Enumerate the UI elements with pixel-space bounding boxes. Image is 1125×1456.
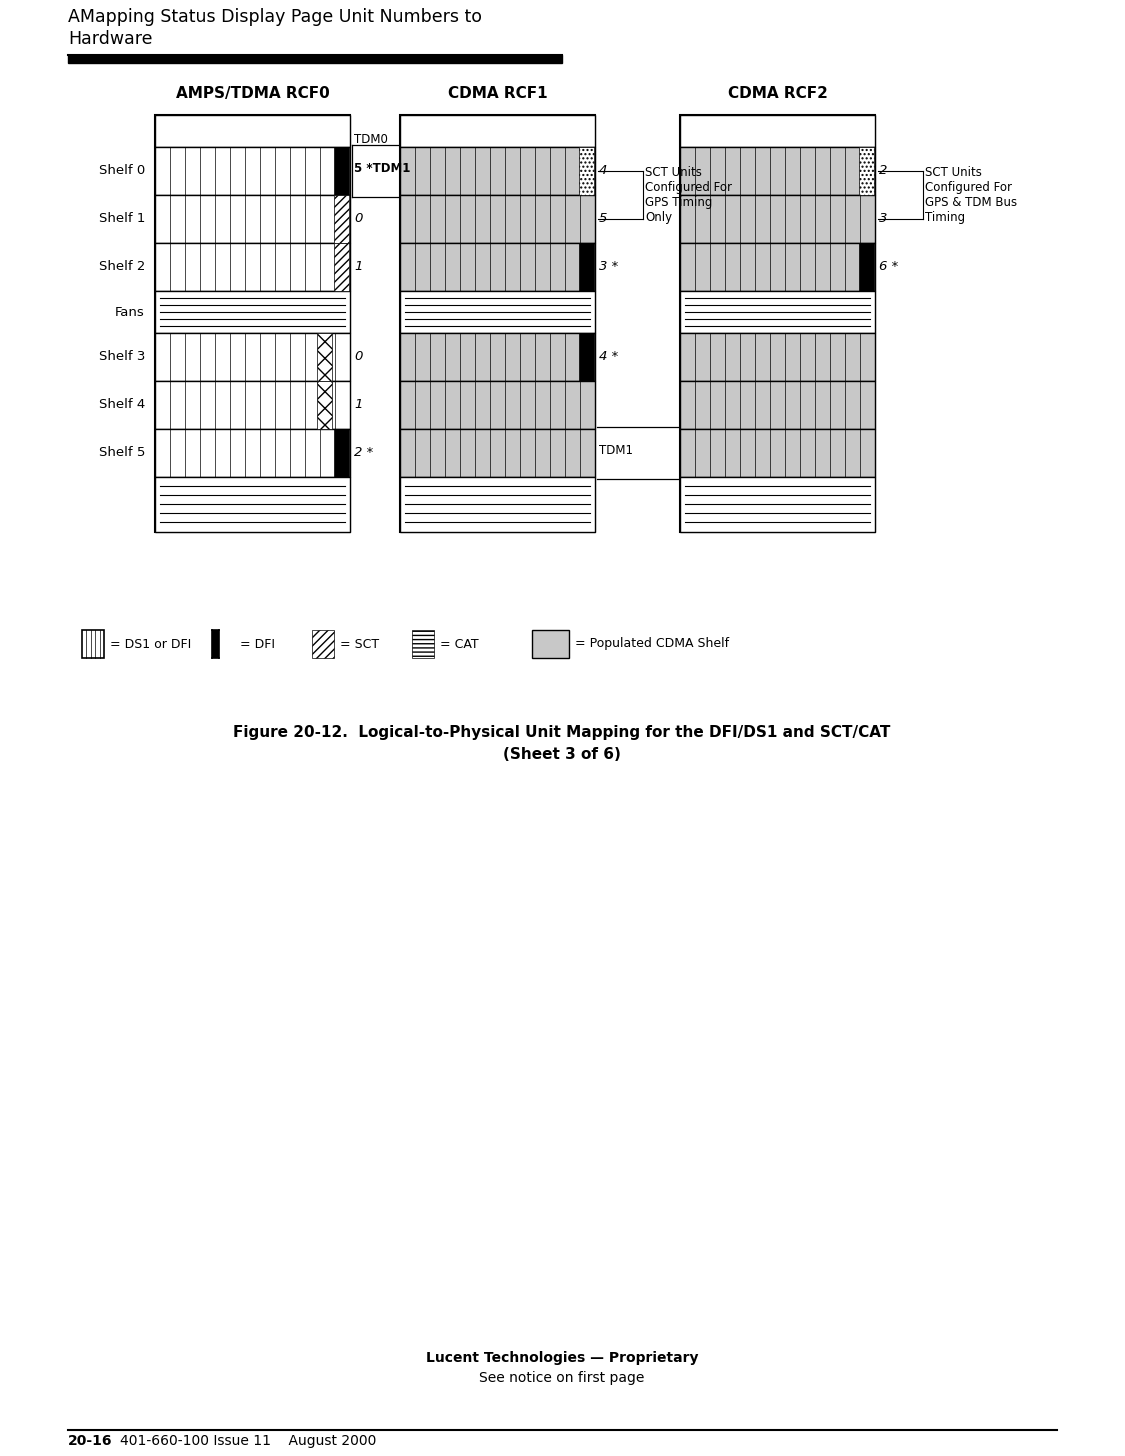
Bar: [334, 243, 349, 291]
Bar: [212, 630, 219, 658]
Bar: [680, 381, 875, 430]
Bar: [334, 430, 349, 478]
Bar: [317, 333, 332, 381]
Bar: [400, 147, 595, 195]
Bar: [400, 333, 595, 381]
Bar: [155, 430, 350, 478]
Bar: [680, 333, 875, 381]
Bar: [860, 147, 874, 195]
Bar: [680, 115, 875, 147]
Text: Shelf 0: Shelf 0: [99, 165, 145, 178]
Bar: [680, 195, 875, 243]
Text: 2 *: 2 *: [354, 447, 374, 460]
Text: Hardware: Hardware: [68, 31, 153, 48]
Text: 5: 5: [598, 213, 608, 226]
Bar: [334, 147, 349, 195]
Text: Shelf 3: Shelf 3: [99, 351, 145, 364]
Text: SCT Units
Configured For
GPS & TDM Bus
Timing: SCT Units Configured For GPS & TDM Bus T…: [925, 166, 1017, 224]
Bar: [400, 243, 595, 291]
Text: = CAT: = CAT: [440, 638, 478, 651]
Text: 3: 3: [879, 213, 888, 226]
Text: 4: 4: [598, 165, 608, 178]
Bar: [155, 195, 350, 243]
Bar: [155, 243, 350, 291]
Bar: [680, 478, 875, 531]
Text: 6 *: 6 *: [879, 261, 898, 274]
Bar: [155, 381, 350, 430]
Bar: [579, 243, 594, 291]
Text: 5 *TDM1: 5 *TDM1: [354, 162, 411, 175]
Text: See notice on first page: See notice on first page: [479, 1372, 645, 1385]
Text: 0: 0: [354, 351, 362, 364]
Bar: [579, 333, 594, 381]
Bar: [155, 333, 350, 381]
Bar: [680, 430, 875, 478]
Bar: [82, 630, 104, 658]
Bar: [400, 115, 595, 531]
Bar: [155, 115, 350, 147]
Bar: [532, 630, 569, 658]
Text: AMapping Status Display Page Unit Numbers to: AMapping Status Display Page Unit Number…: [68, 7, 482, 26]
Text: 2: 2: [879, 165, 888, 178]
Text: Fans: Fans: [115, 306, 145, 319]
Bar: [155, 115, 350, 531]
Text: 3 *: 3 *: [598, 261, 619, 274]
Bar: [412, 630, 434, 658]
Text: TDM1: TDM1: [598, 444, 633, 457]
Text: Shelf 2: Shelf 2: [99, 261, 145, 274]
Bar: [680, 115, 875, 531]
Text: Shelf 5: Shelf 5: [99, 447, 145, 460]
Text: TDM0: TDM0: [354, 132, 388, 146]
Text: 4 *: 4 *: [598, 351, 619, 364]
Text: Shelf 4: Shelf 4: [99, 399, 145, 412]
Bar: [334, 195, 349, 243]
Bar: [155, 147, 350, 195]
Text: 20-16: 20-16: [68, 1434, 112, 1449]
Text: 1: 1: [354, 399, 362, 412]
Bar: [68, 55, 562, 63]
Bar: [317, 381, 332, 430]
Text: (Sheet 3 of 6): (Sheet 3 of 6): [503, 747, 621, 761]
Text: = DFI: = DFI: [240, 638, 274, 651]
Text: CDMA RCF1: CDMA RCF1: [448, 86, 548, 100]
Text: Figure 20-12.  Logical-to-Physical Unit Mapping for the DFI/DS1 and SCT/CAT: Figure 20-12. Logical-to-Physical Unit M…: [233, 725, 891, 740]
Bar: [400, 291, 595, 333]
Text: CDMA RCF2: CDMA RCF2: [728, 86, 828, 100]
Bar: [400, 115, 595, 147]
Text: 401-660-100 Issue 11    August 2000: 401-660-100 Issue 11 August 2000: [120, 1434, 377, 1449]
Text: AMPS/TDMA RCF0: AMPS/TDMA RCF0: [176, 86, 330, 100]
Text: = SCT: = SCT: [340, 638, 379, 651]
Text: Lucent Technologies — Proprietary: Lucent Technologies — Proprietary: [425, 1351, 699, 1366]
Bar: [400, 195, 595, 243]
Bar: [155, 291, 350, 333]
Text: = DS1 or DFI: = DS1 or DFI: [110, 638, 191, 651]
Bar: [400, 478, 595, 531]
Text: Shelf 1: Shelf 1: [99, 213, 145, 226]
Text: 0: 0: [354, 213, 362, 226]
Bar: [680, 291, 875, 333]
Bar: [400, 381, 595, 430]
Text: = Populated CDMA Shelf: = Populated CDMA Shelf: [575, 638, 729, 651]
Bar: [579, 147, 594, 195]
Bar: [155, 478, 350, 531]
Bar: [312, 630, 334, 658]
Text: SCT Units
Configured For
GPS Timing
Only: SCT Units Configured For GPS Timing Only: [645, 166, 732, 224]
Bar: [400, 430, 595, 478]
Bar: [680, 243, 875, 291]
Text: 1: 1: [354, 261, 362, 274]
Bar: [680, 147, 875, 195]
Bar: [860, 243, 874, 291]
